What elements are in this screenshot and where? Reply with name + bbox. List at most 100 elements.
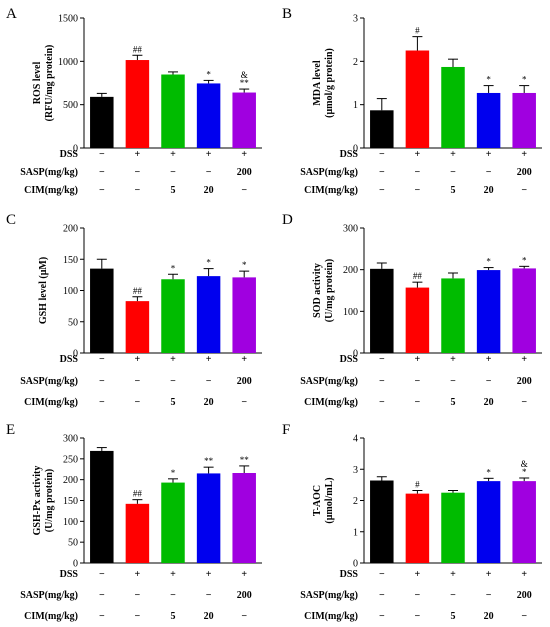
significance-marker: ##	[413, 271, 423, 281]
treatment-row-label: SASP(mg/kg)	[300, 590, 358, 601]
treatment-row-label: DSS	[340, 569, 359, 580]
significance-marker: ##	[133, 286, 143, 296]
treatment-cell: +	[521, 149, 527, 160]
y-axis-label: (μmol/mL)	[324, 477, 335, 523]
treatment-cell: +	[486, 569, 492, 580]
bar	[405, 493, 430, 563]
treatment-cell: 20	[204, 611, 214, 622]
treatment-cell: −	[99, 611, 105, 622]
panel-e: E 0 50 100 150 200 250 300 GSH-Px activity (U/mg …	[6, 422, 262, 622]
bar	[370, 110, 394, 148]
treatment-cell: −	[486, 590, 492, 601]
panel-label: E	[6, 422, 15, 438]
treatment-cell: 200	[517, 376, 532, 387]
treatment-cell: −	[415, 590, 421, 601]
treatment-cell: −	[379, 611, 385, 622]
treatment-cell: 5	[171, 397, 176, 408]
treatment-row-label: DSS	[60, 354, 79, 365]
treatment-cell: −	[450, 376, 456, 387]
treatment-cell: −	[135, 376, 141, 387]
significance-marker: *	[522, 467, 527, 477]
y-axis-label: SOD activity	[312, 263, 323, 318]
treatment-row-label: CIM(mg/kg)	[24, 185, 78, 196]
significance-marker: #	[415, 480, 420, 490]
treatment-cell: −	[521, 397, 527, 408]
treatment-cell: −	[135, 611, 141, 622]
bar	[476, 270, 501, 353]
treatment-row-label: SASP(mg/kg)	[300, 167, 358, 178]
treatment-cell: 5	[451, 185, 456, 196]
treatment-cell: +	[415, 354, 421, 365]
significance-marker: **	[204, 456, 214, 466]
significance-marker: *	[171, 263, 176, 273]
treatment-row-label: DSS	[60, 149, 79, 160]
treatment-row-label: CIM(mg/kg)	[24, 611, 78, 622]
y-tick-label: 50	[68, 538, 78, 549]
treatment-cell: −	[379, 167, 385, 178]
treatment-cell: −	[170, 167, 176, 178]
y-tick-label: 150	[63, 496, 78, 507]
treatment-row-label: CIM(mg/kg)	[24, 397, 78, 408]
treatment-cell: 200	[517, 590, 532, 601]
treatment-cell: −	[135, 167, 141, 178]
treatment-cell: −	[379, 185, 385, 196]
treatment-cell: +	[170, 149, 176, 160]
y-tick-label: 0	[353, 144, 358, 155]
panel-a: A 0 500 1000 1500 ROS level (RFU/mg protein) ##…	[6, 6, 262, 196]
significance-marker: *	[522, 255, 527, 265]
treatment-cell: −	[241, 185, 247, 196]
treatment-cell: −	[415, 611, 421, 622]
treatment-cell: −	[415, 185, 421, 196]
bar	[125, 60, 150, 148]
treatment-row-label: DSS	[60, 569, 79, 580]
treatment-row-label: SASP(mg/kg)	[20, 376, 78, 387]
treatment-cell: −	[135, 185, 141, 196]
treatment-cell: −	[415, 397, 421, 408]
y-tick-label: 150	[63, 255, 78, 266]
y-axis-label: GSH level (μM)	[38, 257, 49, 324]
treatment-row-label: DSS	[340, 354, 359, 365]
treatment-cell: +	[241, 569, 247, 580]
bar	[441, 66, 465, 148]
panel-d: D 0 100 200 300 SOD activity (U/mg protein) ## *…	[282, 212, 542, 408]
treatment-cell: +	[486, 149, 492, 160]
bar	[90, 268, 114, 353]
y-tick-label: 100	[343, 307, 358, 318]
treatment-cell: 200	[237, 376, 252, 387]
bar	[161, 482, 185, 563]
significance-marker: ##	[133, 489, 143, 499]
treatment-cell: −	[206, 590, 212, 601]
treatment-cell: +	[415, 149, 421, 160]
treatment-cell: −	[99, 569, 105, 580]
treatment-cell: −	[241, 397, 247, 408]
treatment-cell: 20	[484, 185, 494, 196]
treatment-cell: −	[99, 397, 105, 408]
y-tick-label: 300	[63, 434, 78, 445]
y-tick-label: 500	[63, 100, 78, 111]
panel-label: B	[282, 6, 292, 22]
treatment-cell: +	[170, 569, 176, 580]
treatment-cell: −	[206, 376, 212, 387]
treatment-cell: −	[99, 185, 105, 196]
y-axis-label: (U/mg protein)	[44, 469, 55, 532]
bar	[161, 279, 185, 353]
y-tick-label: 0	[73, 144, 78, 155]
y-axis-label: (U/mg protein)	[324, 259, 335, 322]
significance-marker: *	[522, 75, 527, 85]
y-tick-label: 1500	[58, 14, 78, 25]
treatment-cell: −	[241, 611, 247, 622]
bar	[161, 74, 185, 148]
treatment-row-label: CIM(mg/kg)	[304, 611, 358, 622]
bar	[232, 92, 256, 148]
treatment-cell: 20	[484, 397, 494, 408]
bar	[405, 287, 430, 353]
treatment-cell: −	[450, 167, 456, 178]
treatment-row-label: SASP(mg/kg)	[300, 376, 358, 387]
treatment-cell: +	[450, 569, 456, 580]
y-tick-label: 3	[353, 14, 358, 25]
y-tick-label: 200	[63, 475, 78, 486]
y-tick-label: 2	[353, 57, 358, 68]
treatment-cell: +	[486, 354, 492, 365]
